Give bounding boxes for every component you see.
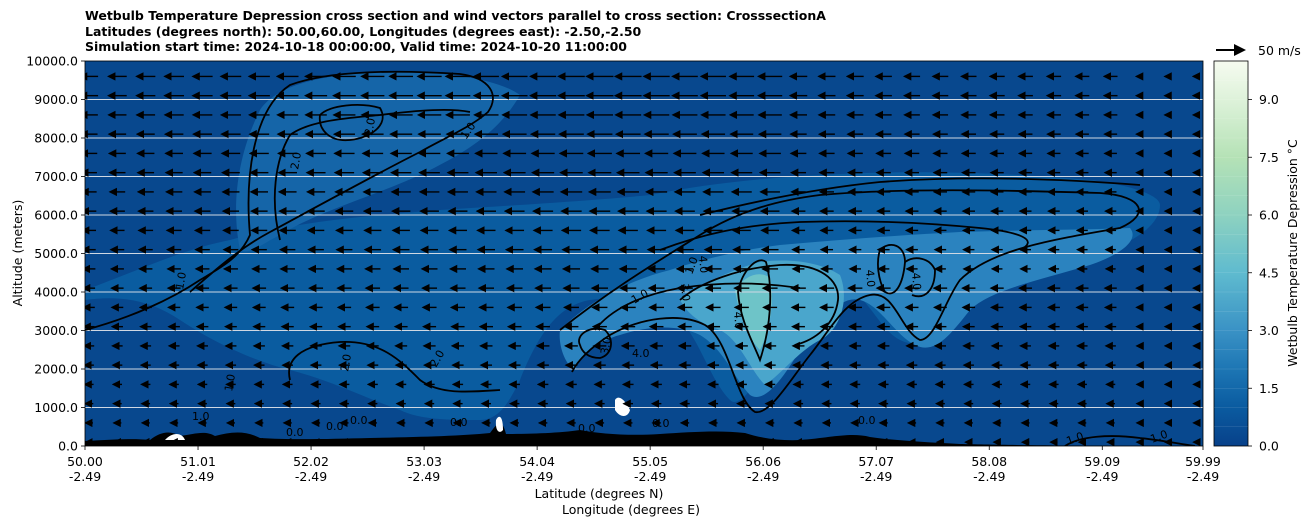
x-tick-label-lat: 59.09 [1084, 454, 1120, 469]
y-tick-label: 8000.0 [34, 131, 78, 146]
x-tick-label-lon: -2.49 [1187, 469, 1219, 484]
contour-label-surface-1: 1.0 [192, 410, 210, 423]
contour-label-surface-10: 1.0 [1149, 428, 1170, 446]
colorbar-tick-label: 7.5 [1259, 150, 1279, 165]
y-tick-label: 7000.0 [34, 169, 78, 184]
y-tick-label: 4000.0 [34, 285, 78, 300]
x-tick-label-lat: 53.03 [406, 454, 442, 469]
contour-line-7 [659, 220, 1029, 251]
contour-line-10 [737, 259, 772, 363]
contour-labels: 1.0 2.0 1.0 2.0 1.0 2.0 2.0 1.0 1.0 4.0 … [173, 117, 1169, 448]
x-axis-ticks: 50.00-2.4951.01-2.4952.02-2.4953.03-2.49… [67, 446, 1221, 484]
colorbar-fill [1213, 60, 1249, 447]
colorbar-bands [1214, 79, 1248, 428]
contour-label-upper: 2.0 [362, 117, 378, 136]
contour-label-left-core: 3.0 [598, 336, 614, 355]
x-tick-label-lat: 50.00 [67, 454, 103, 469]
contour-label-surface-4: 0.0 [350, 414, 368, 427]
x-tick-label-lon: -2.49 [69, 469, 101, 484]
contour-line-5 [559, 189, 1140, 413]
contour-label-surface-7: 0.0 [652, 417, 670, 430]
contour-line-6 [699, 177, 1141, 216]
colorbar-ticks: 0.0 1.5 3.0 4.5 6.0 7.5 9.0 [1248, 92, 1279, 454]
title-line-2: Latitudes (degrees north): 50.00,60.00, … [85, 23, 642, 39]
y-tick-label: 3000.0 [34, 323, 78, 338]
contour-line-13 [578, 327, 612, 359]
contour-label-plume-2: 1.0 [683, 255, 701, 276]
contour-label-surface-2: 0.0 [286, 426, 304, 439]
x-tick-label-lat: 57.07 [858, 454, 894, 469]
contour-label-left: 1.0 [173, 271, 189, 290]
x-axis-label: Latitude (degrees N) [535, 486, 664, 501]
colorbar-tick-label: 4.5 [1259, 265, 1279, 280]
x-tick-label-lon: -2.49 [521, 469, 553, 484]
x-tick-label-lon: -2.49 [860, 469, 892, 484]
colorbar-tick-label: 0.0 [1259, 439, 1279, 454]
x-tick-label-lon: -2.49 [634, 469, 666, 484]
y-axis-ticks: 0.0 1000.0 2000.0 3000.0 4000.0 5000.0 6000.0 7… [26, 54, 85, 454]
contour-line-2 [273, 108, 471, 241]
y-tick-label: 0.0 [58, 439, 78, 454]
y-tick-label: 10000.0 [26, 54, 78, 69]
x-tick-label-lat: 52.02 [293, 454, 329, 469]
x-tick-label-lat: 51.01 [180, 454, 216, 469]
x-tick-label-lat: 58.08 [971, 454, 1007, 469]
contour-label-surface-3: 0.0 [326, 420, 344, 433]
contour-label-surface-9: 1.0 [1065, 430, 1086, 448]
contour-label-surface-5: 0.0 [450, 416, 468, 429]
x-tick-label-lon: -2.49 [295, 469, 327, 484]
y-tick-label: 9000.0 [34, 92, 78, 107]
x-tick-label-lat: 54.04 [519, 454, 555, 469]
x-tick-label-lon: -2.49 [408, 469, 440, 484]
y-tick-label: 1000.0 [34, 400, 78, 415]
x-tick-label-lon: -2.49 [1086, 469, 1118, 484]
colorbar: 0.0 1.5 3.0 4.5 6.0 7.5 9.0 [1213, 60, 1279, 454]
contour-line-3 [318, 104, 384, 142]
contour-label-plume-4: 4.0 [696, 255, 710, 274]
y-tick-label: 2000.0 [34, 362, 78, 377]
contour-label-plume-3: 3.0 [678, 283, 692, 302]
y-tick-label: 5000.0 [34, 246, 78, 261]
colorbar-tick-label: 1.5 [1259, 381, 1279, 396]
chart-title: Wetbulb Temperature Depression cross sec… [85, 8, 826, 55]
plot-area [85, 61, 1203, 446]
x-tick-label-lat: 56.06 [745, 454, 781, 469]
colorbar-tick-label: 9.0 [1259, 92, 1279, 107]
x-tick-label-lon: -2.49 [182, 469, 214, 484]
x-tick-label-lon: -2.49 [747, 469, 779, 484]
x-tick-label-lon: -2.49 [973, 469, 1005, 484]
contour-label-low-left: 1.0 [222, 373, 238, 392]
colorbar-label: Wetbulb Temperature Depression °C [1285, 139, 1300, 367]
x-tick-label-lat: 55.05 [632, 454, 668, 469]
contour-label-surface-8: 0.0 [858, 414, 876, 427]
title-line-3: Simulation start time: 2024-10-18 00:00:… [85, 39, 627, 54]
contour-label-center: 4.0 [632, 347, 650, 360]
wind-vectors [85, 72, 1201, 446]
colorbar-tick-label: 3.0 [1259, 323, 1279, 338]
contour-label-right-2: 4.0 [909, 272, 923, 291]
y-axis-label: Altitude (meters) [10, 200, 25, 307]
x-tick-label-lat: 59.99 [1185, 454, 1221, 469]
x-axis-label-2: Longitude (degrees E) [562, 502, 700, 517]
filled-region-plume [559, 228, 1133, 397]
contour-label-right-1: 4.0 [863, 269, 877, 288]
contour-label-core: 4.0 [731, 311, 745, 330]
contour-label-low-mid: 2.0 [338, 353, 354, 372]
y-tick-label: 6000.0 [34, 208, 78, 223]
quiver-key-label: 50 m/s [1258, 43, 1301, 58]
terrain [85, 423, 1203, 446]
filled-region-peak [735, 274, 772, 350]
colorbar-tick-label: 6.0 [1259, 208, 1279, 223]
title-line-1: Wetbulb Temperature Depression cross sec… [85, 8, 826, 23]
contour-line-4 [288, 341, 501, 393]
contour-label-upper-left: 2.0 [288, 151, 304, 170]
contour-label-surface-6: 0.0 [578, 422, 596, 435]
